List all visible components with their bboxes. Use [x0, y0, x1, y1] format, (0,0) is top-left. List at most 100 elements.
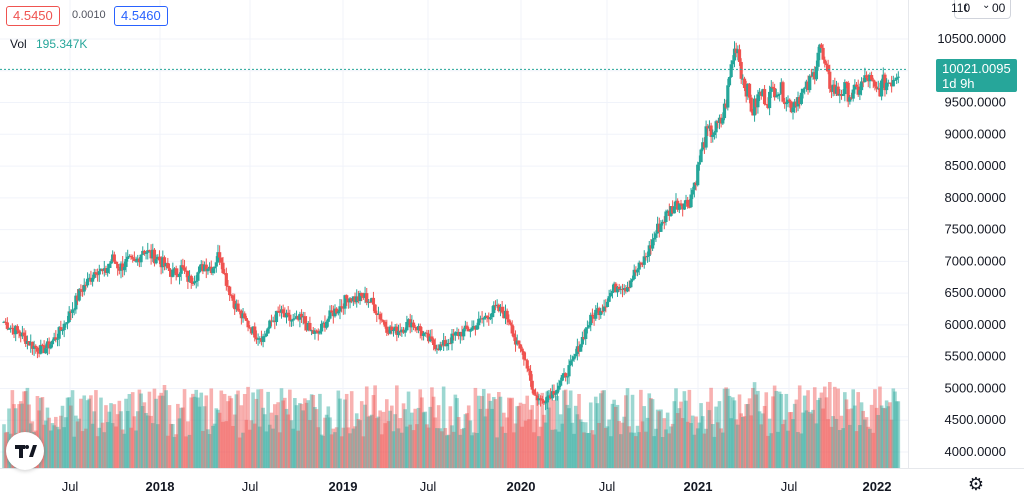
volume-label: Vol — [10, 37, 27, 51]
candle-body — [298, 313, 302, 320]
volume-bar — [176, 403, 180, 468]
volume-bar — [512, 432, 516, 468]
candle-body — [27, 341, 31, 346]
candle-body — [166, 262, 170, 269]
candle-body — [350, 298, 354, 302]
volume-bar — [159, 392, 163, 468]
candle-body — [273, 320, 277, 323]
candle-body — [186, 270, 190, 282]
candle-body — [279, 309, 284, 313]
volume-bar — [752, 382, 757, 468]
candle-body — [544, 402, 548, 404]
volume-bar — [227, 395, 232, 468]
candle-body — [721, 118, 725, 124]
candle-body — [403, 330, 407, 333]
candle-body — [281, 309, 285, 314]
candle-body — [630, 279, 635, 281]
candle-body — [127, 255, 131, 257]
volume-bar — [535, 392, 540, 468]
candle-body — [888, 82, 892, 84]
volume-bar — [182, 389, 187, 468]
volume-bar — [685, 421, 690, 468]
candle-body — [238, 310, 242, 312]
volume-bar — [888, 402, 892, 468]
candle-body — [863, 75, 867, 83]
candle-body — [430, 336, 434, 340]
bid-price-button[interactable]: 4.5450 — [6, 6, 60, 26]
volume-bar — [605, 426, 610, 468]
candle-body — [340, 306, 344, 308]
volume-bar — [112, 404, 117, 468]
volume-bar — [293, 398, 297, 468]
candle-body — [179, 265, 183, 274]
volume-bar — [772, 385, 777, 468]
volume-bar — [669, 426, 673, 468]
candle-body — [157, 256, 162, 261]
volume-bar — [216, 409, 220, 468]
candle-body — [216, 252, 220, 263]
candle-body — [442, 340, 446, 346]
candle-body — [228, 286, 232, 296]
candle-body — [102, 268, 106, 271]
volume-bar — [139, 393, 143, 468]
candle-body — [47, 341, 51, 349]
volume-bar — [199, 392, 204, 468]
candle-body — [5, 322, 9, 329]
candle-body — [25, 341, 30, 344]
volume-bar — [249, 420, 254, 468]
candle-body — [119, 263, 123, 271]
volume-bar — [580, 421, 585, 468]
candle-body — [674, 200, 678, 207]
candle-body — [799, 92, 803, 104]
candle-body — [381, 320, 386, 322]
candle-body — [318, 331, 322, 334]
timeframe-dropdown[interactable]: 110 t ⌄ 00 — [951, 0, 1011, 19]
volume-bar — [127, 394, 132, 468]
candle-body — [711, 134, 715, 137]
candle-body — [582, 336, 586, 340]
volume-bar — [279, 388, 284, 468]
candle-body — [774, 96, 778, 98]
candle-body — [764, 104, 768, 106]
time-tick-label: Jul — [781, 479, 798, 494]
candle-body — [607, 296, 611, 302]
volume-bar — [547, 407, 551, 468]
volume-bar — [573, 405, 578, 468]
volume-bar — [560, 423, 565, 468]
volume-bar — [453, 394, 458, 468]
candle-body — [406, 319, 411, 322]
candle-body — [333, 308, 337, 317]
candle-body — [55, 338, 60, 340]
gear-icon[interactable]: ⚙ — [967, 474, 985, 494]
candle-body — [482, 318, 486, 320]
candle-body — [64, 323, 68, 325]
volume-bar — [854, 431, 859, 468]
candle-body — [37, 351, 41, 354]
volume-bar — [714, 406, 718, 468]
candle-body — [121, 263, 125, 271]
volume-bar — [373, 385, 377, 468]
price-tick-label: 8500.0000 — [945, 158, 1006, 173]
time-axis[interactable]: Jul 2018 Jul 2019 Jul 2020 Jul 2021 Jul 2022 — [62, 479, 892, 494]
ask-price-button[interactable]: 4.5460 — [114, 6, 168, 26]
candle-body — [375, 313, 379, 315]
volume-bar — [858, 425, 862, 468]
candle-body — [104, 268, 108, 273]
candle-body — [32, 345, 36, 349]
price-tick-label: 8000.0000 — [945, 190, 1006, 205]
candle-body — [90, 277, 95, 282]
candle-body — [9, 327, 13, 329]
candle-body — [731, 60, 735, 65]
volume-bar — [532, 432, 536, 468]
tradingview-logo-icon[interactable] — [6, 432, 44, 470]
volume-bar — [550, 429, 555, 468]
candle-body — [669, 206, 673, 216]
candle-body — [74, 295, 78, 310]
candle-body — [448, 342, 452, 344]
volume-bar — [142, 402, 147, 468]
volume-bar — [54, 416, 58, 468]
price-axis[interactable]: 10500.000010000.00009500.00009000.000085… — [937, 31, 1006, 459]
price-tick-label: 5000.0000 — [945, 380, 1006, 395]
volume-bar — [864, 417, 869, 468]
